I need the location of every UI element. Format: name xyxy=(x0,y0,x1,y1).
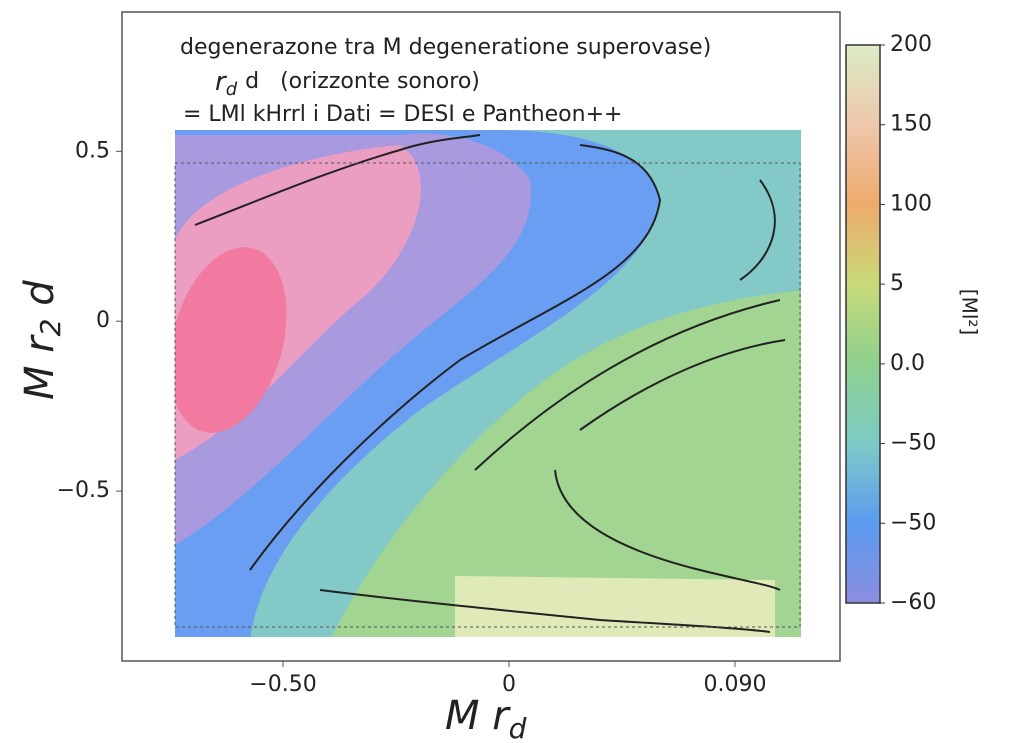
chart-title: degenerazone tra M degeneratione superov… xyxy=(180,35,711,60)
dashed-box xyxy=(174,162,801,628)
contour-fill xyxy=(175,130,801,637)
subtitle-symbol: r xyxy=(215,67,228,97)
contour-line xyxy=(319,589,771,633)
contour-line xyxy=(194,134,481,226)
region-green xyxy=(331,290,801,637)
colorbar-tick-label: −50 xyxy=(890,431,936,456)
contour-line xyxy=(579,339,786,431)
contour-line xyxy=(249,144,662,571)
region-cream xyxy=(455,576,775,637)
contour-lines xyxy=(194,134,786,633)
y-tick-label: 0 xyxy=(96,308,110,333)
contour-line xyxy=(474,299,781,471)
colorbar-tick-label: −50 xyxy=(890,510,936,535)
colorbar-tick-label: 0.0 xyxy=(890,351,925,376)
plot-frame xyxy=(121,11,841,662)
colorbar-tick-label: −60 xyxy=(890,590,936,615)
colorbar-tick-label: 150 xyxy=(890,112,932,137)
note: = LMl kHrrl i Dati = DESI e Pantheon++ xyxy=(183,102,622,127)
y-label-rest: d xyxy=(17,280,63,319)
x-tick-label: 0.090 xyxy=(704,672,767,697)
contour-line xyxy=(554,469,781,591)
x-tick-label: 0 xyxy=(502,672,516,697)
contour-line xyxy=(739,179,776,281)
x-label-main: M r xyxy=(445,693,511,739)
colorbar xyxy=(845,44,881,604)
subtitle: rd d (orizzonte sonoro) xyxy=(215,67,480,101)
colorbar-label: [Ml²] xyxy=(958,289,982,335)
region-hot-pink xyxy=(175,247,287,433)
y-tick-label: 0.5 xyxy=(75,138,110,163)
y-tick-label: −0.5 xyxy=(57,478,110,503)
y-axis-label: M r2 d xyxy=(17,280,67,400)
subtitle-sub: d xyxy=(226,79,238,100)
x-label-sub: d xyxy=(509,712,527,743)
subtitle-text: d (orizzonte sonoro) xyxy=(245,69,480,94)
x-tick-label: −0.50 xyxy=(249,672,316,697)
colorbar-tick-label: 200 xyxy=(890,32,932,57)
colorbar-tick-label: 100 xyxy=(890,191,932,216)
x-axis-label: M rd xyxy=(445,693,527,743)
y-label-main: M r xyxy=(17,334,63,400)
colorbar-tick-label: 5 xyxy=(890,271,904,296)
y-label-sub: 2 xyxy=(34,319,67,337)
